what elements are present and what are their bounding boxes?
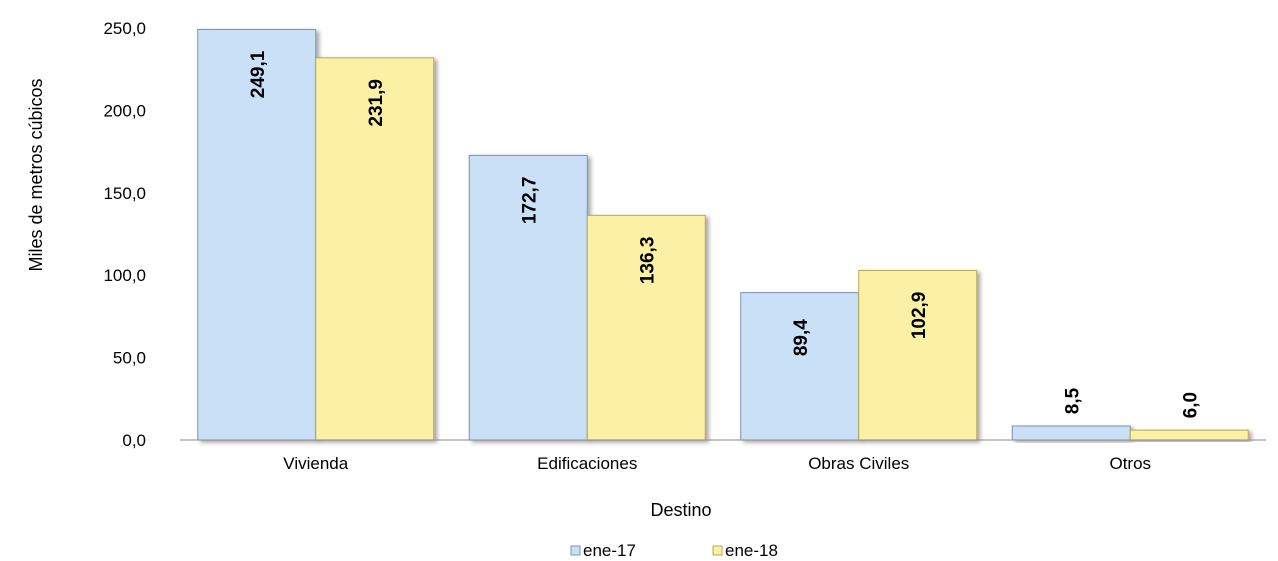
y-tick-label: 150,0: [103, 184, 146, 203]
y-axis: 0,0 50,0 100,0 150,0 200,0 250,0: [103, 19, 146, 450]
x-axis-title: Destino: [650, 500, 711, 520]
legend-label-ene-18: ene-18: [725, 541, 778, 560]
bar-ene-17-otros: [1011, 425, 1131, 441]
bar-ene-18-vivienda: [315, 57, 435, 441]
bar-ene-17-obras-civiles: [740, 292, 860, 441]
legend: ene-17 ene-18: [570, 541, 778, 560]
x-tick-label: Vivienda: [283, 454, 348, 473]
legend-swatch-ene-17: [570, 545, 581, 556]
data-label: 172,7: [519, 177, 540, 225]
data-label: 136,3: [637, 237, 658, 285]
x-tick-label: Edificaciones: [537, 454, 637, 473]
data-label: 249,1: [248, 50, 269, 98]
bar-ene-18-edificaciones: [586, 214, 706, 441]
bar-ene-17-vivienda: [197, 28, 317, 441]
y-tick-label: 250,0: [103, 19, 146, 38]
legend-swatch-ene-18: [712, 545, 723, 556]
bars-layer: 249,1 231,9 172,7 136,3 89,4 102,9 8,5 6,0: [197, 28, 1249, 441]
legend-label-ene-17: ene-17: [583, 541, 636, 560]
bar-ene-18-otros: [1129, 429, 1249, 441]
data-label: 8,5: [1062, 387, 1083, 414]
bar-ene-18-obras-civiles: [858, 269, 978, 441]
y-tick-label: 100,0: [103, 266, 146, 285]
data-label: 6,0: [1180, 392, 1201, 418]
y-tick-label: 200,0: [103, 101, 146, 120]
y-tick-label: 50,0: [113, 349, 146, 368]
data-label: 102,9: [909, 292, 930, 340]
x-tick-label: Otros: [1109, 454, 1151, 473]
x-tick-label: Obras Civiles: [808, 454, 909, 473]
y-axis-title: Miles de metros cúbicos: [26, 78, 46, 271]
data-label: 89,4: [791, 319, 812, 356]
data-label: 231,9: [366, 79, 387, 127]
bar-ene-17-edificaciones: [468, 154, 588, 441]
x-axis: Vivienda Edificaciones Obras Civiles Otros: [283, 454, 1151, 473]
y-tick-label: 0,0: [122, 431, 146, 450]
